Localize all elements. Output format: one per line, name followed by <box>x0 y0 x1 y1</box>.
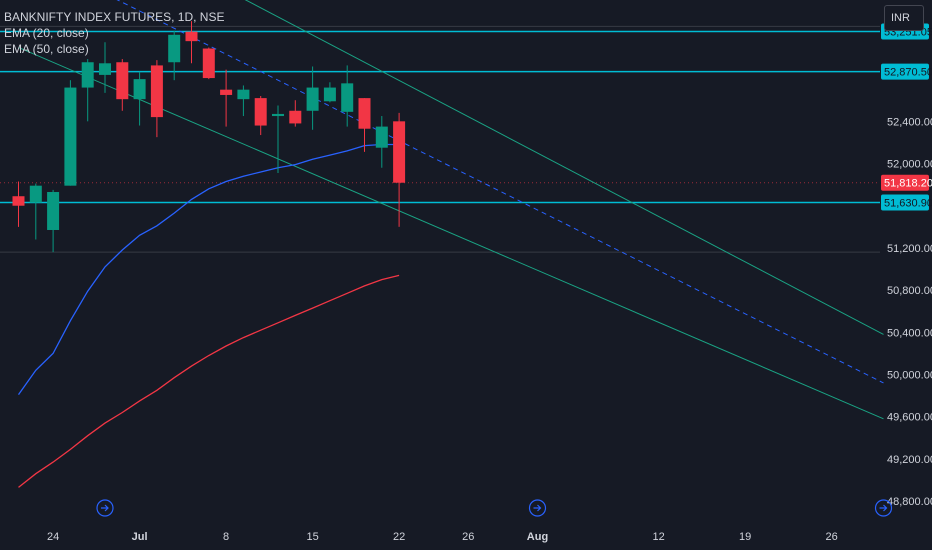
level-price-tag[interactable]: 51,630.90 <box>881 194 932 211</box>
candle-body <box>99 63 111 75</box>
price-tick-label: 50,400.00 <box>887 327 932 339</box>
candle[interactable] <box>47 189 60 253</box>
candle[interactable] <box>306 66 319 130</box>
time-tick-label: Aug <box>527 531 548 543</box>
chart-legend: BANKNIFTY INDEX FUTURES, 1D, NSE EMA (20… <box>4 9 224 57</box>
candle-body <box>393 121 406 183</box>
price-tick-label: 49,200.00 <box>887 454 932 466</box>
time-tick-label: 26 <box>825 531 837 543</box>
time-tick-label: Jul <box>132 531 148 543</box>
time-axis: 24 Jul 8 15 22 26 Aug 12 19 26 <box>47 531 838 543</box>
candle[interactable] <box>220 69 233 127</box>
candle-body <box>47 192 60 230</box>
time-tick-label: 26 <box>462 531 474 543</box>
price-tick-label: 50,800.00 <box>887 285 932 297</box>
candle-body <box>341 83 354 112</box>
level-price-tag[interactable]: 52,870.50 <box>881 63 932 80</box>
price-axis: 52,400.00 52,000.00 51,200.00 50,800.00 50,4… <box>881 23 932 508</box>
candle[interactable] <box>289 100 302 127</box>
candle[interactable] <box>116 59 129 111</box>
candle-body <box>81 62 94 88</box>
channel-mid-line[interactable] <box>19 0 884 384</box>
event-marker-icon[interactable] <box>96 499 114 517</box>
currency-button[interactable]: INR <box>884 5 924 31</box>
candle-body <box>272 113 284 117</box>
candle[interactable] <box>168 30 181 81</box>
candle[interactable] <box>237 85 250 117</box>
candle[interactable] <box>185 21 198 64</box>
candle[interactable] <box>81 59 94 122</box>
ema50-legend[interactable]: EMA (50, close) <box>4 42 89 56</box>
candle[interactable] <box>323 82 336 103</box>
horizontal-levels <box>0 25 880 253</box>
candle-body <box>220 89 233 95</box>
candle[interactable] <box>341 65 354 127</box>
candle-body <box>202 48 215 79</box>
candle[interactable] <box>150 60 163 138</box>
candle-body <box>29 185 42 203</box>
level-price-tag-bg <box>881 194 929 211</box>
event-marker-arrow <box>879 504 888 512</box>
event-marker-arrow <box>533 504 542 512</box>
level-price-tag-text: 51,630.90 <box>884 197 932 209</box>
time-tick-label: 15 <box>306 531 318 543</box>
time-tick-label: 8 <box>223 531 229 543</box>
symbol-title[interactable]: BANKNIFTY INDEX FUTURES, 1D, NSE <box>4 10 225 24</box>
candle[interactable] <box>358 98 371 152</box>
ema50-line[interactable] <box>18 274 400 488</box>
event-marker-circle <box>96 499 114 517</box>
last-price-tag-text: 51,818.20 <box>884 178 932 190</box>
event-marker-icon[interactable] <box>528 499 547 517</box>
candle-body <box>168 34 181 63</box>
ema-lines <box>17 143 400 488</box>
last-price-tag[interactable]: 51,818.20 <box>881 174 932 191</box>
level-price-tag-text: 52,870.50 <box>884 67 932 79</box>
candles <box>12 21 406 253</box>
price-tick-label: 52,400.00 <box>887 116 932 128</box>
candle[interactable] <box>12 181 25 227</box>
event-marker-circle <box>528 499 547 517</box>
candle[interactable] <box>272 105 284 174</box>
candle-body <box>254 98 267 126</box>
candle-body <box>375 126 388 148</box>
price-tick-label: 50,000.00 <box>887 370 932 382</box>
candle-body <box>306 87 319 111</box>
candle-body <box>358 98 371 129</box>
candle-body <box>237 89 250 100</box>
event-marker-icon[interactable] <box>874 499 893 517</box>
candle[interactable] <box>393 112 406 227</box>
candle-body <box>64 87 77 186</box>
price-tick-label: 51,200.00 <box>887 243 932 255</box>
time-tick-label: 22 <box>393 531 405 543</box>
candle-body <box>133 79 146 100</box>
candle[interactable] <box>254 96 267 136</box>
candle[interactable] <box>375 116 388 168</box>
event-marker-circle <box>874 499 893 517</box>
channel-upper-line[interactable] <box>19 0 884 335</box>
event-markers <box>96 499 893 517</box>
last-price-tag-bg <box>881 174 929 191</box>
ema20-line[interactable] <box>17 143 400 395</box>
ema20-legend[interactable]: EMA (20, close) <box>4 26 89 40</box>
candle-body <box>185 31 198 42</box>
candle-body <box>150 65 163 118</box>
candle[interactable] <box>64 80 77 186</box>
event-marker-arrow <box>101 504 109 512</box>
candle[interactable] <box>202 47 215 80</box>
price-tick-label: 52,000.00 <box>887 159 932 171</box>
candle-body <box>116 62 129 100</box>
candle[interactable] <box>99 42 111 93</box>
candle[interactable] <box>133 71 146 126</box>
time-tick-label: 19 <box>739 531 751 543</box>
price-tick-label: 49,600.00 <box>887 412 932 424</box>
candle-body <box>289 110 302 124</box>
level-price-tag-bg <box>881 63 929 80</box>
time-tick-label: 12 <box>652 531 664 543</box>
candle-body <box>12 196 25 206</box>
candle-body <box>323 87 336 102</box>
price-tick-label: 48,800.00 <box>887 496 932 508</box>
time-tick-label: 24 <box>47 531 59 543</box>
candle[interactable] <box>29 183 42 240</box>
